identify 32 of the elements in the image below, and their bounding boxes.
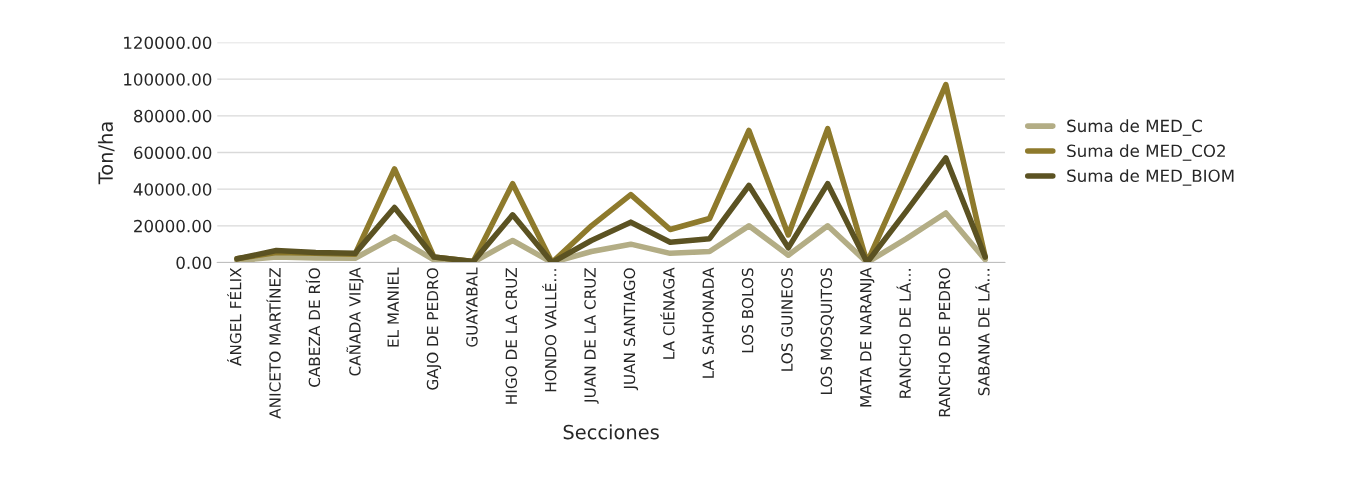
x-tick-label: GAJO DE PEDRO (426, 268, 442, 390)
x-tick-label: CAÑADA VIEJA (346, 267, 364, 376)
y-tick-label: 60000.00 (134, 146, 212, 160)
x-tick-label: LA SAHONADA (702, 267, 714, 378)
x-tick-label: GUAYABAL (466, 267, 478, 347)
x-tick-label: LOS BOLOS (741, 268, 754, 353)
x-tick-label: RANCHO DE LÁ… (896, 269, 911, 398)
y-tick-label: 120000.00 (124, 36, 212, 50)
x-tick-label: HIGO DE LA CRUZ (505, 268, 518, 404)
x-tick-label: JUAN SANTIAGO (623, 268, 639, 391)
legend-label: Suma de MED_C (1067, 119, 1202, 136)
x-tick-label: EL MANIEL (387, 267, 399, 347)
x-tick-label: LA CIÉNAGA (660, 267, 675, 359)
x-tick-label: LOS MOSQUITOS (820, 268, 834, 395)
x-tick-label: ÁNGEL FÉLIX (227, 267, 242, 366)
x-tick-label: HONDO VALLÉ… (542, 269, 557, 392)
x-axis-title: Secciones (563, 424, 659, 440)
y-tick-label: 100000.00 (124, 73, 212, 86)
x-tick-label: RANCHO DE PEDRO (938, 268, 951, 417)
y-tick-label: 20000.00 (134, 219, 212, 233)
x-tick-label: CABEZA DE RÍO (305, 268, 321, 387)
x-tick-label: JUAN DE LA CRUZ (584, 268, 599, 404)
x-tick-label: ANICETO MARTÍNEZ (266, 268, 281, 419)
y-tick-label: 0.00 (176, 256, 212, 270)
x-tick-label: LOS GUINEOS (781, 268, 793, 371)
y-axis-title: Ton/ha (97, 122, 115, 185)
legend-label: Suma de MED_CO2 (1067, 144, 1225, 161)
x-tick-label: SABANA DE LÁ… (975, 269, 990, 396)
legend-label: Suma de MED_BIOM (1067, 169, 1234, 186)
x-tick-label: MATA DE NARANJA (860, 267, 875, 407)
y-tick-label: 40000.00 (133, 183, 212, 196)
y-tick-label: 80000.00 (134, 109, 212, 123)
